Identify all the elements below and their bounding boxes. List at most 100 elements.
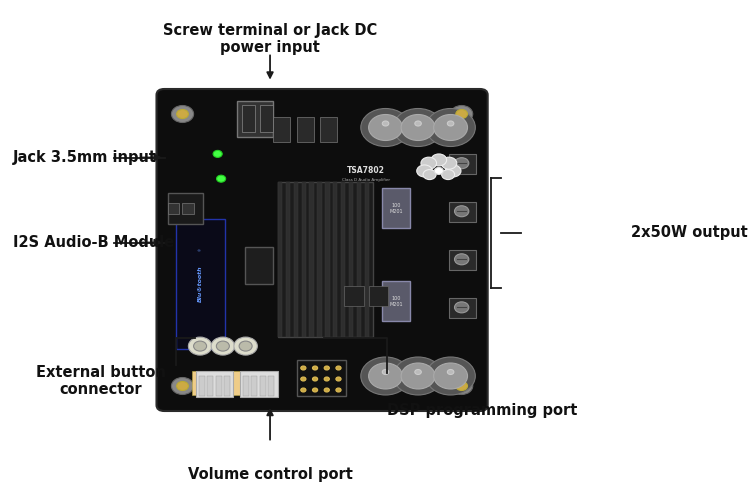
Bar [243, 376, 249, 396]
Text: Blu®tooth: Blu®tooth [198, 266, 203, 302]
Bar [286, 182, 290, 337]
Bar [357, 182, 362, 337]
Circle shape [336, 388, 341, 392]
Circle shape [442, 170, 454, 179]
Bar [278, 182, 373, 337]
Bar [212, 371, 221, 395]
Text: ®: ® [196, 250, 200, 254]
Circle shape [401, 114, 435, 140]
Circle shape [301, 377, 306, 381]
Bar [341, 182, 345, 337]
Circle shape [313, 377, 318, 381]
Text: Class D Audio Amplifier: Class D Audio Amplifier [342, 178, 390, 182]
FancyBboxPatch shape [157, 89, 488, 411]
Text: 100
M201: 100 M201 [389, 296, 403, 306]
Bar [260, 376, 266, 396]
Bar [317, 182, 322, 337]
Bar [207, 376, 213, 396]
Circle shape [211, 337, 235, 355]
Circle shape [431, 154, 447, 166]
Bar [240, 371, 278, 397]
Circle shape [401, 363, 435, 389]
Bar [302, 182, 306, 337]
Bar [278, 182, 282, 337]
Circle shape [382, 370, 388, 374]
Circle shape [361, 108, 410, 146]
Text: I2S Audio-B Module: I2S Audio-B Module [13, 235, 174, 250]
Bar [297, 360, 346, 396]
Text: External button
connector: External button connector [36, 365, 166, 398]
Circle shape [441, 157, 457, 169]
Circle shape [415, 121, 422, 126]
Circle shape [447, 370, 454, 374]
Circle shape [336, 366, 341, 370]
Text: TSA7802: TSA7802 [347, 166, 386, 175]
Circle shape [454, 206, 469, 217]
Circle shape [301, 388, 306, 392]
Circle shape [301, 366, 306, 370]
Bar [223, 371, 231, 395]
Bar [242, 105, 255, 132]
Circle shape [368, 363, 403, 389]
Circle shape [234, 337, 257, 355]
Bar [364, 182, 369, 337]
Circle shape [217, 175, 226, 182]
Circle shape [324, 366, 329, 370]
Circle shape [454, 158, 469, 168]
Text: Screw terminal or Jack DC
power input: Screw terminal or Jack DC power input [163, 22, 377, 55]
Bar [216, 376, 221, 396]
Circle shape [454, 302, 469, 313]
Circle shape [426, 108, 476, 146]
Bar [182, 203, 194, 214]
Bar [448, 202, 476, 222]
Bar [268, 376, 274, 396]
Text: 100
M201: 100 M201 [389, 203, 403, 213]
Bar [448, 154, 476, 174]
Circle shape [361, 357, 410, 395]
Circle shape [415, 370, 422, 374]
Text: Volume control port: Volume control port [188, 468, 352, 482]
Circle shape [336, 377, 341, 381]
Bar [448, 298, 476, 318]
Circle shape [393, 357, 442, 395]
Circle shape [177, 382, 188, 390]
Circle shape [446, 165, 461, 177]
Circle shape [177, 110, 188, 118]
Circle shape [433, 114, 467, 140]
Circle shape [172, 106, 194, 122]
Bar [176, 219, 225, 349]
Bar [448, 250, 476, 270]
Bar [233, 371, 242, 395]
Bar [244, 247, 272, 284]
Circle shape [451, 106, 472, 122]
Bar [273, 118, 290, 142]
Bar [224, 376, 230, 396]
Bar [349, 182, 353, 337]
Circle shape [188, 337, 211, 355]
Bar [202, 371, 211, 395]
Text: DSP programming port: DSP programming port [387, 402, 578, 417]
Circle shape [313, 388, 318, 392]
Bar [167, 203, 179, 214]
Circle shape [421, 157, 436, 169]
Circle shape [447, 121, 454, 126]
Bar [320, 118, 337, 142]
Circle shape [368, 114, 403, 140]
Circle shape [213, 150, 222, 158]
Circle shape [423, 170, 436, 179]
Text: Jack 3.5mm input: Jack 3.5mm input [13, 150, 157, 165]
Circle shape [313, 366, 318, 370]
Bar [251, 376, 257, 396]
Bar [244, 371, 252, 395]
Circle shape [239, 341, 252, 351]
Circle shape [434, 168, 443, 174]
Bar [192, 371, 200, 395]
Circle shape [393, 108, 442, 146]
Bar [369, 286, 388, 306]
Circle shape [454, 254, 469, 265]
Bar [260, 105, 273, 132]
Circle shape [417, 165, 432, 177]
Bar [344, 286, 364, 306]
Circle shape [456, 382, 467, 390]
Circle shape [426, 357, 476, 395]
